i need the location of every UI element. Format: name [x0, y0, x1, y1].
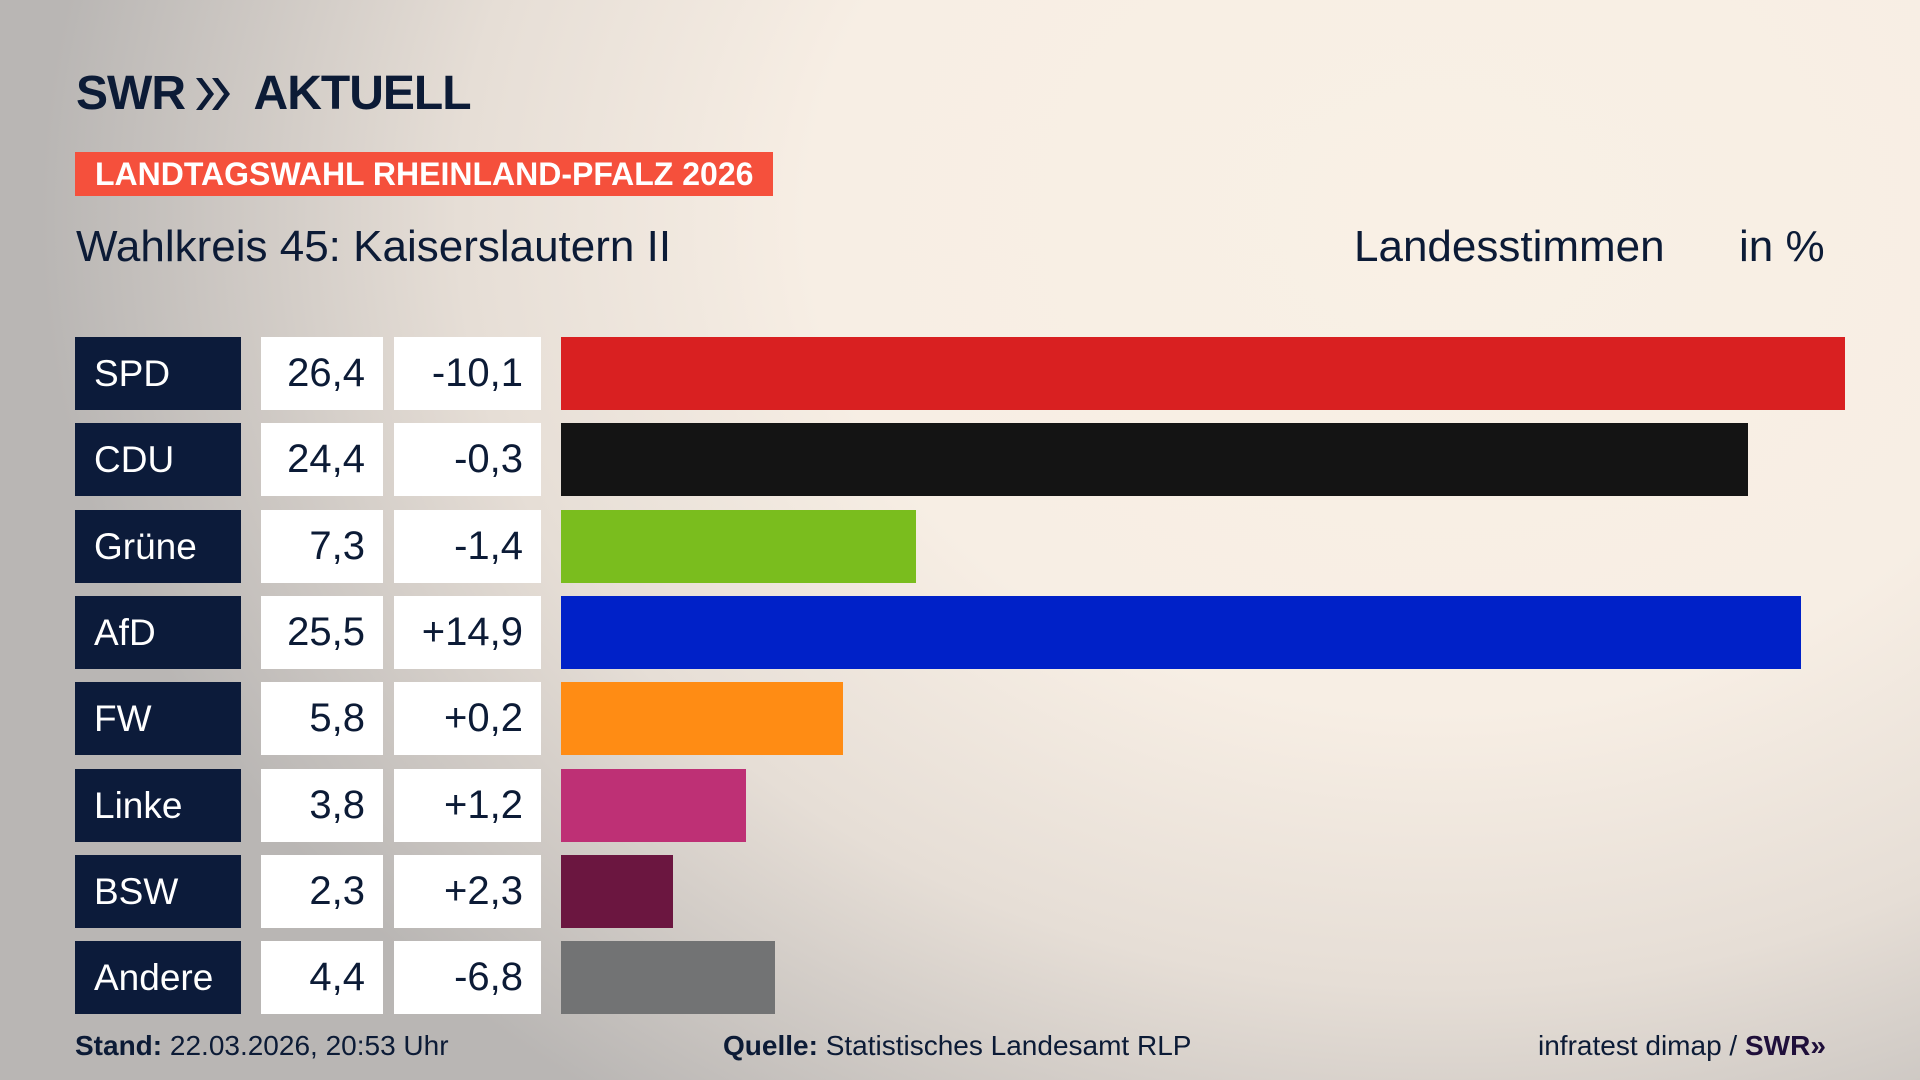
change-label: +0,2: [394, 682, 541, 756]
election-banner: LANDTAGSWAHL RHEINLAND-PFALZ 2026: [75, 152, 774, 196]
result-row: BSW 2,3 +2,3: [0, 854, 1920, 928]
party-label: BSW: [75, 854, 241, 928]
logo-text: SWR AKTUELL: [76, 67, 472, 120]
value-label: 7,3: [261, 509, 383, 583]
bar-andere: [561, 941, 775, 1015]
result-row: CDU 24,4 -0,3: [0, 423, 1920, 497]
chevrons-icon: [196, 78, 230, 110]
change-label: -1,4: [394, 509, 541, 583]
change-label: -0,3: [394, 423, 541, 497]
value-label: 2,3: [261, 854, 383, 928]
page-title: Wahlkreis 45: Kaiserslautern II: [76, 222, 672, 271]
swr-aktuell-logo: SWR AKTUELL: [76, 67, 472, 120]
value-label: 3,8: [261, 768, 383, 842]
credit-text: infratest dimap /: [1538, 1030, 1738, 1061]
result-row: Linke 3,8 +1,2: [0, 768, 1920, 842]
unit-label: in %: [1739, 222, 1825, 271]
swr-small-logo: SWR: [1744, 1030, 1811, 1061]
change-label: +14,9: [394, 595, 541, 669]
change-label: +2,3: [394, 854, 541, 928]
source: Quelle: Statistisches Landesamt RLP: [723, 1030, 1191, 1062]
bar-cdu: [561, 423, 1748, 497]
value-label: 25,5: [261, 595, 383, 669]
party-label: Linke: [75, 768, 241, 842]
change-label: -6,8: [394, 941, 541, 1015]
result-row: SPD 26,4 -10,1: [0, 337, 1920, 410]
bar-bsw: [561, 854, 673, 928]
vote-type-label: Landesstimmen: [1354, 222, 1665, 271]
bar-fw: [561, 682, 844, 756]
stand-label: Stand:: [75, 1030, 163, 1061]
bar-grüne: [561, 509, 917, 583]
result-row: AfD 25,5 +14,9: [0, 595, 1920, 669]
credit: infratest dimap / SWR»: [1538, 1030, 1826, 1062]
value-label: 26,4: [261, 337, 383, 410]
party-label: Andere: [75, 941, 241, 1015]
value-label: 4,4: [261, 941, 383, 1015]
party-label: SPD: [75, 337, 241, 410]
chevrons-small-icon: »: [1810, 1030, 1826, 1061]
bar-afd: [561, 595, 1802, 669]
party-label: FW: [75, 682, 241, 756]
result-row: Andere 4,4 -6,8: [0, 941, 1920, 1015]
change-label: +1,2: [394, 768, 541, 842]
party-label: CDU: [75, 423, 241, 497]
timestamp: Stand: 22.03.2026, 20:53 Uhr: [75, 1030, 449, 1062]
result-row: Grüne 7,3 -1,4: [0, 509, 1920, 583]
party-label: AfD: [75, 595, 241, 669]
change-label: -10,1: [394, 337, 541, 410]
source-label: Quelle:: [723, 1030, 818, 1061]
value-label: 24,4: [261, 423, 383, 497]
bar-spd: [561, 337, 1845, 410]
source-value: Statistisches Landesamt RLP: [825, 1030, 1192, 1061]
result-row: FW 5,8 +0,2: [0, 682, 1920, 756]
stand-value: 22.03.2026, 20:53 Uhr: [169, 1030, 449, 1061]
bar-linke: [561, 768, 746, 842]
value-label: 5,8: [261, 682, 383, 756]
party-label: Grüne: [75, 509, 241, 583]
